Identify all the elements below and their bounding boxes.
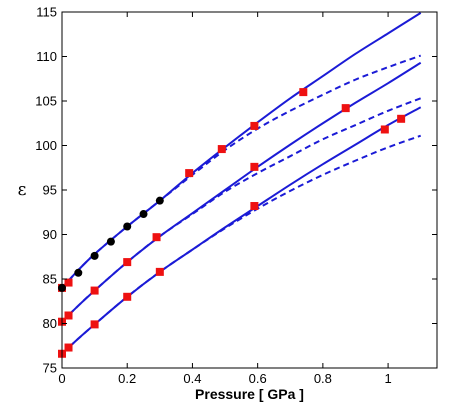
square-marker [341, 104, 350, 113]
y-tick-label: 110 [36, 49, 57, 64]
y-tick-label: 105 [35, 94, 57, 109]
series-line-1-solid [61, 12, 422, 289]
square-marker [64, 343, 73, 352]
circle-marker [90, 251, 99, 260]
y-tick-label: 85 [43, 272, 57, 287]
circle-marker [74, 268, 83, 277]
square-marker [155, 267, 164, 276]
series-line-6-dashed [61, 134, 422, 355]
y-tick-label: 90 [43, 227, 57, 242]
series-line-2-dashed [61, 54, 422, 289]
x-tick-label: 1 [384, 371, 391, 386]
y-tick-label: 100 [35, 138, 57, 153]
axis-ticks [61, 11, 437, 369]
y-tick-label: 115 [36, 5, 57, 20]
series-line-3-solid [61, 61, 422, 323]
y-axis-title: ε [18, 180, 27, 200]
x-axis-title: Pressure [ GPa ] [195, 386, 304, 402]
axis-tick-labels: 0 0.2 0.4 0.6 0.8 1 75 80 85 90 95 100 105 110 115 [35, 5, 391, 387]
square-marker [152, 233, 161, 242]
square-marker [90, 286, 99, 295]
x-tick-label: 0.4 [183, 371, 201, 386]
square-marker [250, 162, 259, 171]
circle-marker [106, 237, 115, 246]
series-line-4-dashed [61, 97, 422, 323]
square-marker [90, 320, 99, 329]
square-marker [397, 114, 406, 123]
square-marker [185, 169, 194, 178]
square-marker [250, 202, 259, 211]
square-marker [64, 311, 73, 320]
circle-marker [139, 210, 148, 219]
series-line-5-solid [61, 106, 422, 355]
square-marker [64, 278, 73, 287]
circle-marker [155, 196, 164, 205]
curves-group [61, 12, 422, 355]
plot-frame [61, 11, 438, 369]
y-tick-label: 75 [43, 361, 57, 376]
square-marker [123, 292, 132, 301]
square-marker [217, 145, 226, 154]
circle-marker [123, 222, 132, 231]
x-tick-label: 0.6 [249, 371, 267, 386]
square-marker [123, 258, 132, 267]
x-tick-label: 0.2 [118, 371, 136, 386]
x-tick-label: 0.8 [314, 371, 332, 386]
y-tick-label: 80 [43, 316, 57, 331]
square-marker [299, 88, 308, 97]
y-tick-label: 95 [43, 183, 57, 198]
x-tick-label: 0 [58, 371, 65, 386]
square-marker [250, 121, 259, 130]
square-marker [380, 125, 389, 134]
